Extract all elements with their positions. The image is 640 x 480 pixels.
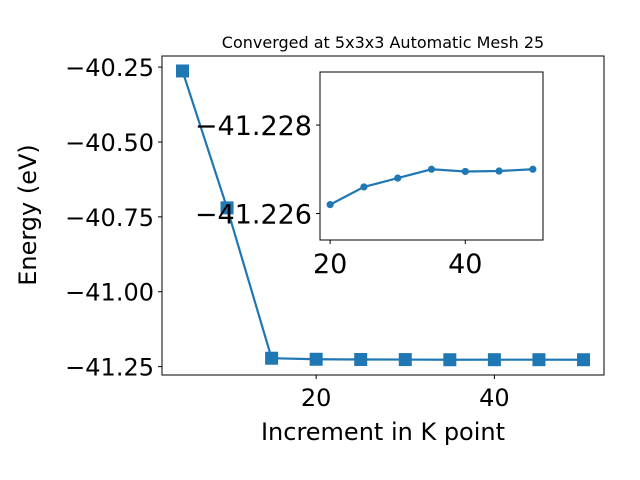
data-point [265,351,279,365]
x-tick-label: 40 [479,384,510,412]
data-point [495,167,503,175]
data-point [309,352,323,366]
inset-axes: 20 40 −41.228 −41.226 [195,71,544,280]
y-tick-label: −40.50 [65,129,154,157]
x-tick-label: 20 [313,249,347,280]
x-tick-label: 20 [301,384,332,412]
data-point [326,201,334,209]
y-axis-label: Energy (eV) [14,144,42,286]
data-point [577,353,591,367]
y-tick-label: −40.75 [65,204,154,232]
data-point [360,183,368,191]
y-tick-label: −41.00 [65,279,154,307]
chart-title: Converged at 5x3x3 Automatic Mesh 25 [222,33,544,52]
main-ticks: 20 40 −40.25 −40.50 −40.75 −41.00 −41.25 [65,54,509,412]
inset-plot-frame [319,71,544,241]
data-point [220,201,234,215]
y-tick-label: −41.25 [65,354,154,382]
main-series [175,64,591,367]
data-point [443,353,457,367]
data-point [427,165,436,173]
data-point [529,165,537,173]
data-point [398,353,412,367]
series-line [181,70,584,361]
y-tick-label: −41.228 [195,111,312,142]
y-tick-label: −41.226 [195,199,312,230]
data-point [394,174,402,182]
y-tick-label: −40.25 [65,54,154,82]
x-tick-label: 40 [448,249,482,280]
data-point [175,64,189,78]
inset-series [326,165,537,209]
data-point [354,352,368,366]
data-point [532,353,546,367]
x-axis-label: Increment in K point [261,418,505,446]
data-point [461,167,469,176]
inset-ticks: 20 40 −41.228 −41.226 [195,111,483,280]
data-point [487,353,501,367]
